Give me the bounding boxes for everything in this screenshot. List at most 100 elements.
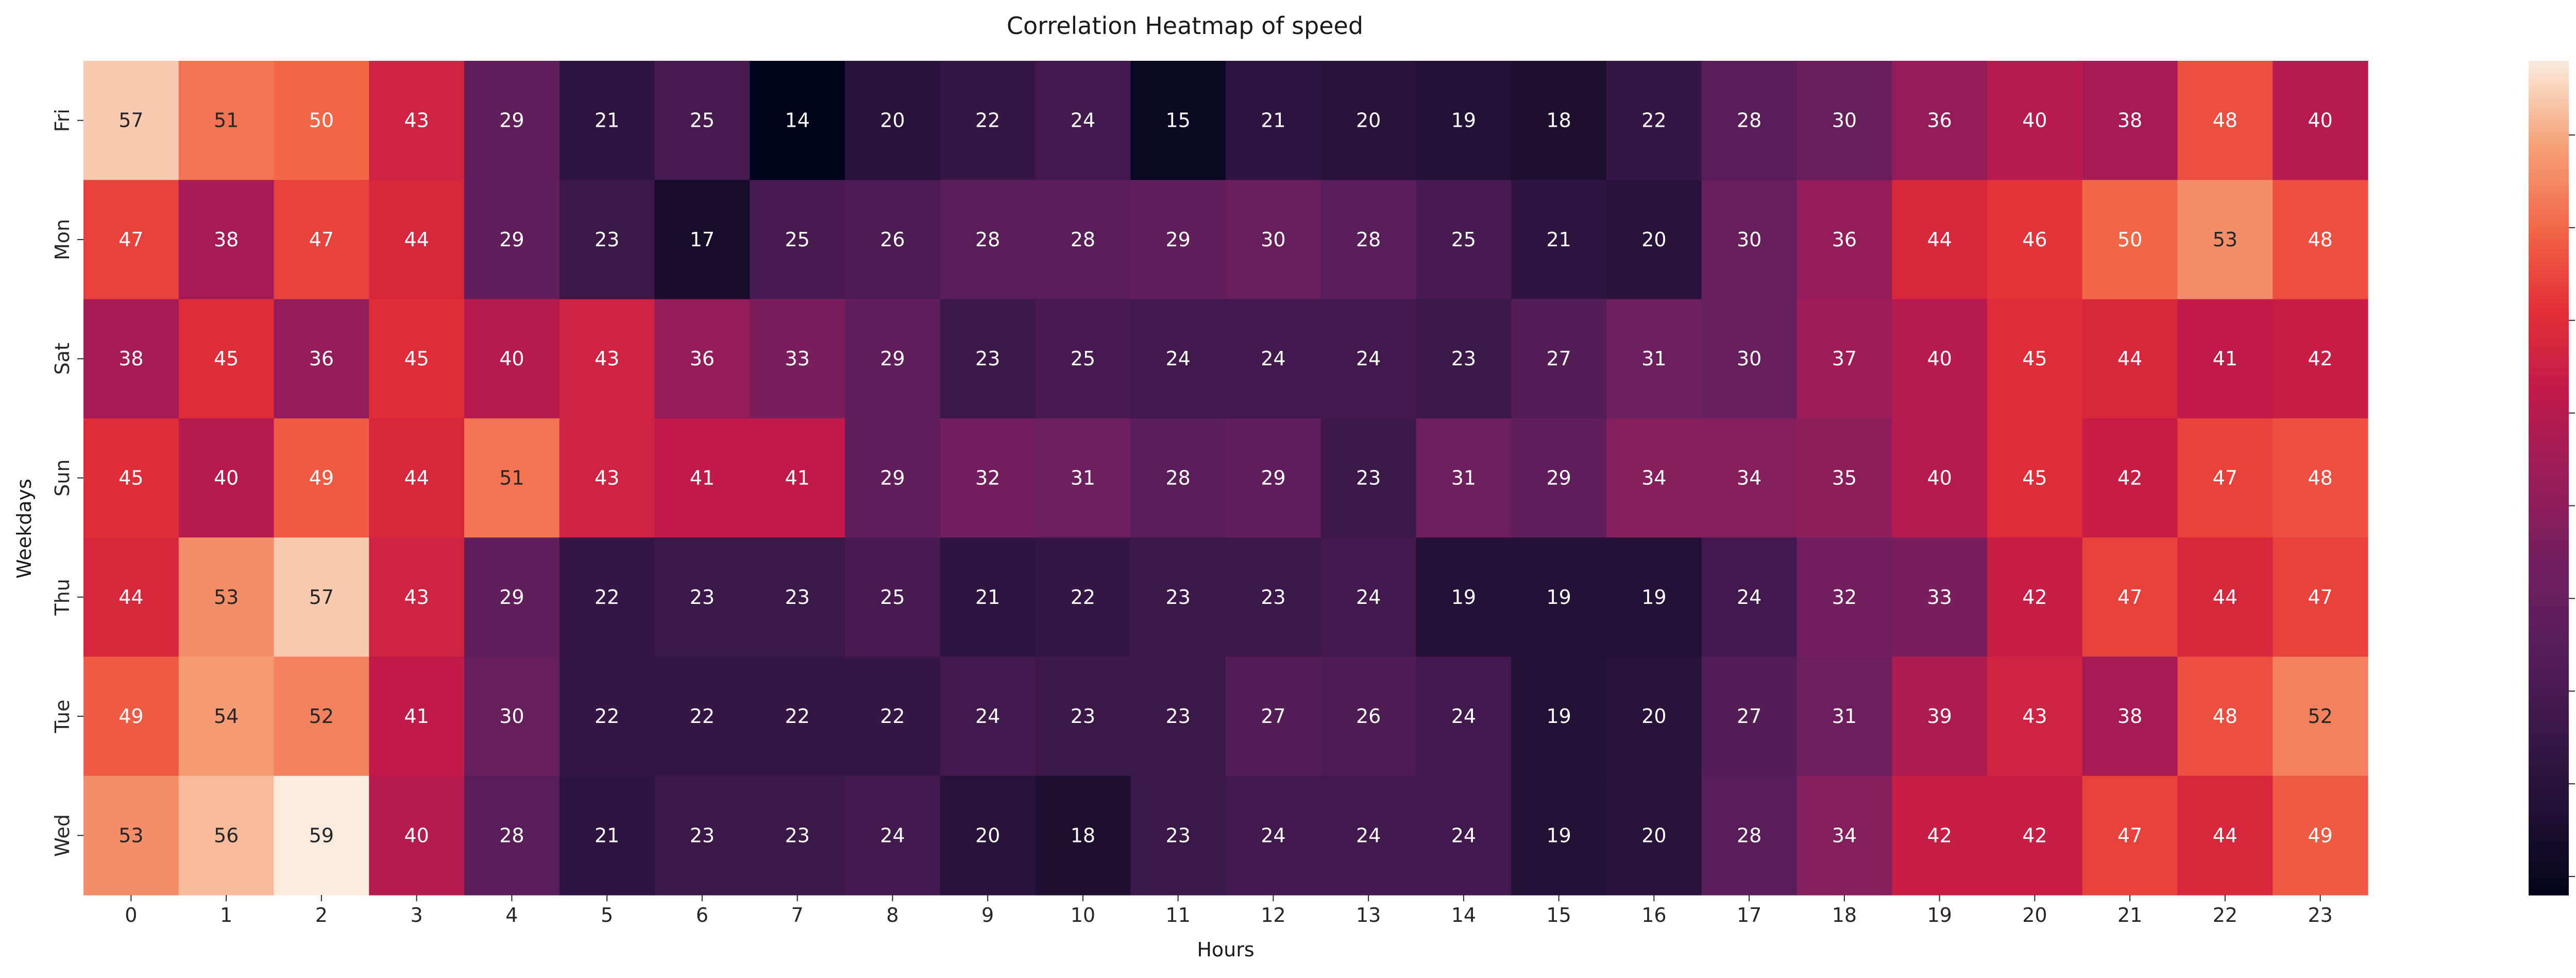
colorbar-segment <box>2529 223 2569 228</box>
colorbar-segment <box>2529 786 2569 791</box>
colorbar-segment <box>2529 365 2569 370</box>
heatmap-cell <box>1035 418 1131 538</box>
colorbar-segment <box>2529 286 2569 291</box>
colorbar-segment <box>2529 820 2569 825</box>
cell-value-label: 40 <box>1927 347 1952 370</box>
cell-value-label: 21 <box>1546 228 1571 251</box>
x-tick-label: 23 <box>2308 904 2332 926</box>
colorbar-segment <box>2529 766 2569 770</box>
heatmap-cell <box>1035 656 1131 777</box>
colorbar-segment <box>2529 874 2569 879</box>
colorbar-segment <box>2529 269 2569 274</box>
colorbar-segment <box>2529 669 2569 675</box>
cell-value-label: 28 <box>499 824 524 847</box>
heatmap-cell <box>83 418 179 538</box>
colorbar-segment <box>2529 136 2569 141</box>
x-tick-label: 20 <box>2022 904 2047 926</box>
colorbar-segment <box>2529 61 2569 65</box>
cell-value-label: 36 <box>1832 228 1857 251</box>
colorbar-segment <box>2529 294 2569 299</box>
colorbar-segment <box>2529 411 2569 416</box>
heatmap-cell <box>940 418 1036 538</box>
heatmap-cell <box>559 61 655 180</box>
colorbar-segment <box>2529 474 2569 479</box>
cell-value-label: 19 <box>1451 586 1476 609</box>
colorbar-segment <box>2529 862 2569 867</box>
cell-value-label: 38 <box>2117 705 2142 728</box>
cell-value-label: 47 <box>2117 824 2142 847</box>
heatmap-cell <box>654 299 750 419</box>
cell-value-label: 24 <box>1165 347 1190 370</box>
colorbar-segment <box>2529 661 2569 666</box>
cell-value-label: 44 <box>404 228 429 251</box>
x-tick-label: 21 <box>2117 904 2142 926</box>
heatmap-cell <box>369 656 465 777</box>
cell-value-label: 18 <box>1546 109 1571 132</box>
colorbar-segment <box>2529 595 2569 600</box>
colorbar-segment <box>2529 761 2569 766</box>
heatmap-cell <box>750 775 845 896</box>
heatmap-cell <box>1320 299 1417 419</box>
heatmap-cell <box>2273 299 2368 419</box>
colorbar-segment <box>2529 574 2569 579</box>
colorbar-segment <box>2529 619 2569 625</box>
heatmap-cell <box>845 61 941 180</box>
colorbar-segment <box>2529 711 2569 716</box>
colorbar-segment <box>2529 653 2569 658</box>
colorbar-segment <box>2529 77 2569 82</box>
heatmap-cell <box>274 537 369 657</box>
heatmap-cell <box>2177 418 2273 538</box>
y-axis-ticks: Fri Mon Sat Sun Thu Tue Wed <box>51 109 83 857</box>
cell-value-label: 29 <box>499 228 524 251</box>
colorbar-segment <box>2529 498 2569 503</box>
heatmap-cell <box>654 180 750 300</box>
cell-value-label: 48 <box>2213 705 2238 728</box>
colorbar-segment <box>2529 720 2569 724</box>
heatmap-cell <box>464 418 560 538</box>
heatmap-cell <box>2273 61 2368 180</box>
heatmap-cell <box>1511 537 1607 657</box>
x-axis-label: Hours <box>1197 938 1254 961</box>
cell-value-label: 40 <box>2022 109 2047 132</box>
heatmap-cell <box>750 418 845 538</box>
colorbar-segment <box>2529 73 2569 78</box>
colorbar-segment <box>2529 215 2569 220</box>
colorbar-segment <box>2529 699 2569 704</box>
cell-value-label: 47 <box>309 228 334 251</box>
heatmap-cell <box>1226 537 1321 657</box>
heatmap-cell <box>2082 418 2178 538</box>
colorbar-segment <box>2529 494 2569 499</box>
heatmap-cell <box>178 537 275 657</box>
cell-value-label: 40 <box>214 467 239 490</box>
cell-value-label: 52 <box>309 705 334 728</box>
colorbar-segment <box>2529 415 2569 420</box>
cell-value-label: 33 <box>785 347 809 370</box>
heatmap-cell <box>1130 418 1226 538</box>
cell-value-label: 28 <box>1356 228 1381 251</box>
cell-value-label: 30 <box>499 705 524 728</box>
cell-value-label: 44 <box>2117 347 2142 370</box>
heatmap-cell <box>1320 775 1417 896</box>
heatmap-cell <box>1797 537 1892 657</box>
colorbar-segment <box>2529 715 2569 720</box>
heatmap-cell <box>83 656 179 777</box>
heatmap-cell <box>750 656 845 777</box>
heatmap-cell <box>178 61 275 180</box>
heatmap-cell <box>83 537 179 657</box>
cell-value-label: 40 <box>499 347 524 370</box>
heatmap-cell <box>1701 61 1798 180</box>
colorbar-segment <box>2529 440 2569 445</box>
colorbar-segment <box>2529 749 2569 754</box>
heatmap-cell <box>559 656 655 777</box>
cell-value-label: 50 <box>309 109 334 132</box>
cell-value-label: 29 <box>1165 228 1190 251</box>
colorbar-segment <box>2529 599 2569 604</box>
heatmap-cell <box>2273 656 2368 777</box>
heatmap-cell <box>940 656 1036 777</box>
cell-value-label: 45 <box>404 347 429 370</box>
heatmap-cell <box>1892 299 1988 419</box>
heatmap-cell <box>940 61 1036 180</box>
heatmap-cell <box>940 180 1036 300</box>
colorbar-segment <box>2529 795 2569 800</box>
